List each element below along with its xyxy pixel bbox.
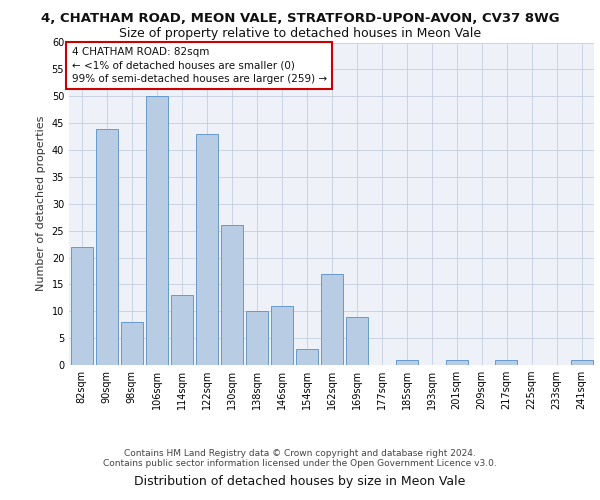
- Text: 4, CHATHAM ROAD, MEON VALE, STRATFORD-UPON-AVON, CV37 8WG: 4, CHATHAM ROAD, MEON VALE, STRATFORD-UP…: [41, 12, 559, 26]
- Y-axis label: Number of detached properties: Number of detached properties: [36, 116, 46, 292]
- Bar: [320, 274, 343, 365]
- Bar: [196, 134, 218, 365]
- Bar: [221, 225, 242, 365]
- Bar: [496, 360, 517, 365]
- Bar: [121, 322, 143, 365]
- Text: Distribution of detached houses by size in Meon Vale: Distribution of detached houses by size …: [134, 474, 466, 488]
- Bar: [445, 360, 467, 365]
- Bar: [95, 128, 118, 365]
- Bar: [571, 360, 593, 365]
- Bar: [296, 349, 317, 365]
- Bar: [170, 295, 193, 365]
- Text: Contains HM Land Registry data © Crown copyright and database right 2024.: Contains HM Land Registry data © Crown c…: [124, 448, 476, 458]
- Bar: [71, 246, 92, 365]
- Text: Contains public sector information licensed under the Open Government Licence v3: Contains public sector information licen…: [103, 458, 497, 468]
- Text: Size of property relative to detached houses in Meon Vale: Size of property relative to detached ho…: [119, 28, 481, 40]
- Bar: [346, 316, 367, 365]
- Bar: [395, 360, 418, 365]
- Bar: [271, 306, 293, 365]
- Text: 4 CHATHAM ROAD: 82sqm
← <1% of detached houses are smaller (0)
99% of semi-detac: 4 CHATHAM ROAD: 82sqm ← <1% of detached …: [71, 48, 327, 84]
- Bar: [245, 311, 268, 365]
- Bar: [146, 96, 167, 365]
